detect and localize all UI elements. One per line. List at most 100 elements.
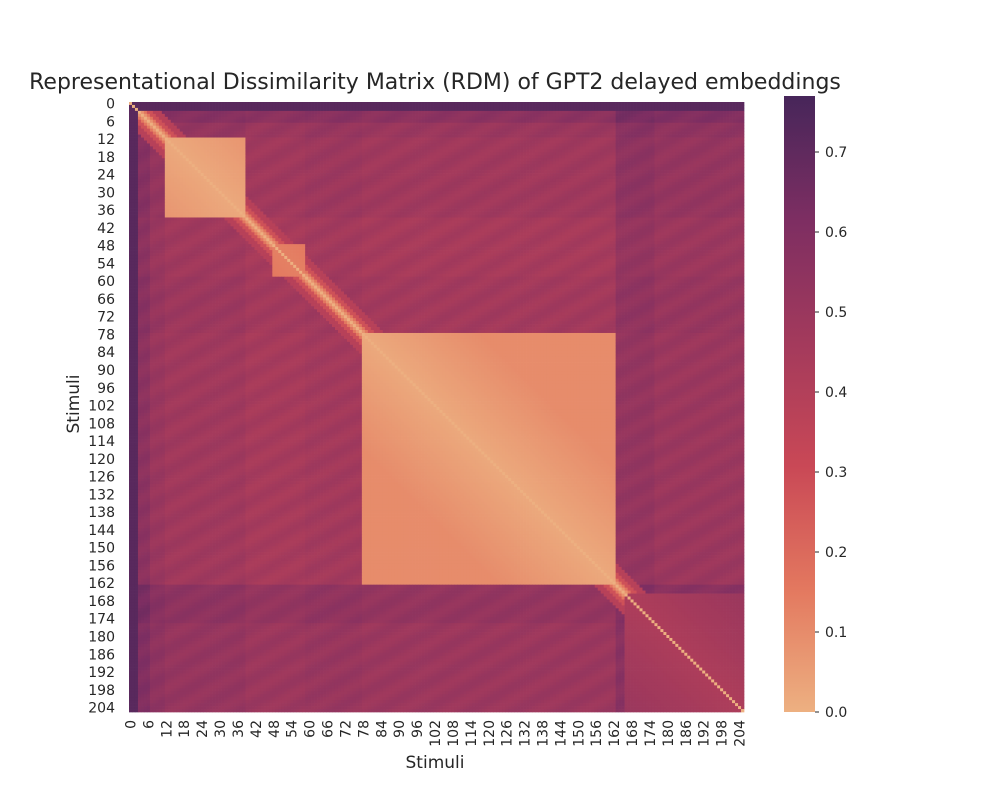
heatmap-cell: [158, 161, 163, 165]
heatmap-cell: [702, 143, 706, 147]
heatmap-cell: [152, 102, 157, 106]
heatmap-cell: [131, 146, 136, 150]
heatmap-cell: [582, 158, 587, 162]
heatmap-cell: [454, 122, 458, 127]
heatmap-cell: [690, 107, 694, 112]
heatmap-cell: [391, 104, 396, 109]
heatmap-cell: [738, 164, 742, 168]
heatmap-cell: [149, 137, 154, 141]
heatmap-cell: [287, 170, 291, 174]
heatmap-cell: [490, 170, 494, 174]
heatmap-cell: [412, 167, 416, 171]
heatmap-cell: [152, 146, 157, 150]
heatmap-cell: [367, 155, 372, 159]
heatmap-cell: [678, 146, 682, 150]
heatmap-cell: [391, 164, 396, 168]
heatmap-cell: [582, 102, 587, 106]
heatmap-cell: [657, 149, 661, 153]
heatmap-cell: [529, 131, 533, 135]
heatmap-cell: [323, 107, 327, 112]
heatmap-cell: [505, 170, 509, 174]
heatmap-cell: [337, 131, 342, 135]
heatmap-cell: [496, 152, 500, 156]
heatmap-cell: [293, 107, 297, 112]
heatmap-cell: [346, 110, 351, 115]
heatmap-cell: [514, 125, 518, 129]
heatmap-cell: [284, 152, 288, 156]
heatmap-cell: [152, 122, 157, 127]
heatmap-cell: [320, 140, 324, 144]
heatmap-cell: [212, 119, 216, 124]
heatmap-cell: [415, 104, 419, 109]
heatmap-cell: [302, 143, 306, 147]
heatmap-cell: [696, 164, 700, 168]
heatmap-cell: [403, 140, 407, 144]
heatmap-cell: [717, 170, 721, 174]
heatmap-cell: [137, 119, 142, 124]
heatmap-cell: [284, 170, 288, 174]
heatmap-cell: [699, 152, 703, 156]
heatmap-cell: [203, 170, 207, 174]
heatmap-cell: [323, 164, 327, 168]
heatmap-cell: [137, 170, 142, 174]
heatmap-cell: [451, 131, 455, 135]
heatmap-cell: [591, 140, 596, 144]
heatmap-cell: [484, 167, 488, 171]
heatmap-cell: [660, 104, 664, 109]
heatmap-cell: [663, 137, 667, 141]
heatmap-cell: [735, 104, 739, 109]
heatmap-cell: [678, 116, 682, 121]
heatmap-cell: [448, 164, 452, 168]
heatmap-cell: [445, 122, 449, 127]
heatmap-cell: [326, 134, 330, 138]
heatmap-cell: [642, 104, 646, 109]
heatmap-cell: [657, 158, 661, 162]
heatmap-cell: [481, 155, 485, 159]
heatmap-cell: [251, 113, 255, 118]
heatmap-cell: [355, 102, 360, 106]
heatmap-cell: [197, 119, 201, 124]
heatmap-cell: [296, 116, 300, 121]
heatmap-cell: [266, 104, 270, 109]
heatmap-cell: [349, 161, 354, 165]
heatmap-cell: [529, 170, 533, 174]
heatmap-cell: [570, 146, 575, 150]
heatmap-cell: [702, 167, 706, 171]
heatmap-cell: [245, 173, 249, 177]
heatmap-cell: [514, 128, 518, 132]
heatmap-cell: [448, 137, 452, 141]
heatmap-cell: [648, 116, 652, 121]
heatmap-cell: [173, 158, 178, 162]
heatmap-cell: [469, 104, 473, 109]
heatmap-cell: [493, 146, 497, 150]
heatmap-cell: [149, 149, 154, 153]
heatmap-cell: [436, 113, 440, 118]
heatmap-cell: [311, 104, 315, 109]
heatmap-cell: [663, 110, 667, 115]
heatmap-cell: [600, 170, 605, 174]
heatmap-cell: [415, 125, 419, 129]
heatmap-cell: [508, 140, 512, 144]
heatmap-cell: [609, 104, 613, 109]
heatmap-cell: [370, 128, 375, 132]
heatmap-cell: [269, 119, 273, 124]
heatmap-cell: [134, 107, 139, 112]
heatmap-cell: [451, 113, 455, 118]
heatmap-cell: [397, 113, 402, 118]
heatmap-cell: [308, 134, 312, 138]
heatmap-cell: [678, 170, 682, 174]
heatmap-cell: [227, 119, 231, 124]
heatmap-cell: [535, 113, 539, 118]
heatmap-cell: [478, 122, 482, 127]
heatmap-cell: [257, 161, 261, 165]
heatmap-cell: [197, 113, 201, 118]
heatmap-cell: [433, 104, 437, 109]
heatmap-cell: [606, 131, 611, 135]
heatmap-cell: [472, 122, 476, 127]
heatmap-cell: [299, 122, 303, 127]
heatmap-cell: [615, 164, 619, 168]
heatmap-cell: [421, 122, 425, 127]
heatmap-cell: [143, 107, 148, 112]
heatmap-cell: [729, 164, 733, 168]
heatmap-cell: [364, 146, 369, 150]
